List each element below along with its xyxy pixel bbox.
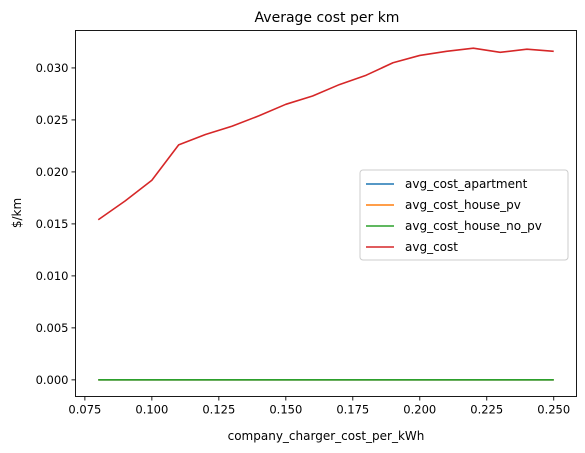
x-axis-label: company_charger_cost_per_kWh	[228, 429, 425, 443]
x-tick-label: 0.125	[202, 403, 235, 417]
y-tick-label: 0.015	[36, 217, 69, 231]
x-tick-label: 0.100	[135, 403, 168, 417]
y-tick-label: 0.000	[36, 373, 69, 387]
y-tick-label: 0.010	[36, 269, 69, 283]
y-tick-label: 0.020	[36, 165, 69, 179]
x-tick-label: 0.175	[336, 403, 369, 417]
legend-label: avg_cost_house_no_pv	[405, 219, 542, 233]
legend-label: avg_cost	[405, 240, 458, 254]
y-axis: 0.000 0.005 0.010 0.015 0.020 0.025 0.030	[36, 61, 76, 387]
y-axis-label: $/km	[10, 198, 24, 228]
series-line-avg-cost	[97, 47, 554, 221]
legend-label: avg_cost_house_pv	[405, 198, 521, 212]
x-tick-label: 0.250	[537, 403, 570, 417]
legend-label: avg_cost_apartment	[405, 177, 528, 191]
axes-frame	[75, 30, 577, 397]
chart-title: Average cost per km	[255, 10, 400, 26]
x-tick-label: 0.200	[403, 403, 436, 417]
x-tick-label: 0.075	[68, 403, 101, 417]
x-tick-label: 0.150	[269, 403, 302, 417]
y-tick-label: 0.005	[36, 321, 69, 335]
x-tick-label: 0.225	[470, 403, 503, 417]
legend: avg_cost_apartment avg_cost_house_pv avg_c…	[359, 169, 569, 261]
plot-area	[75, 30, 577, 397]
y-tick-label: 0.025	[36, 113, 69, 127]
y-tick-label: 0.030	[36, 61, 69, 75]
legend-box	[359, 169, 569, 261]
series-lines	[97, 47, 554, 381]
x-axis: 0.075 0.100 0.125 0.150 0.175 0.200 0.225 0.250	[68, 396, 570, 417]
